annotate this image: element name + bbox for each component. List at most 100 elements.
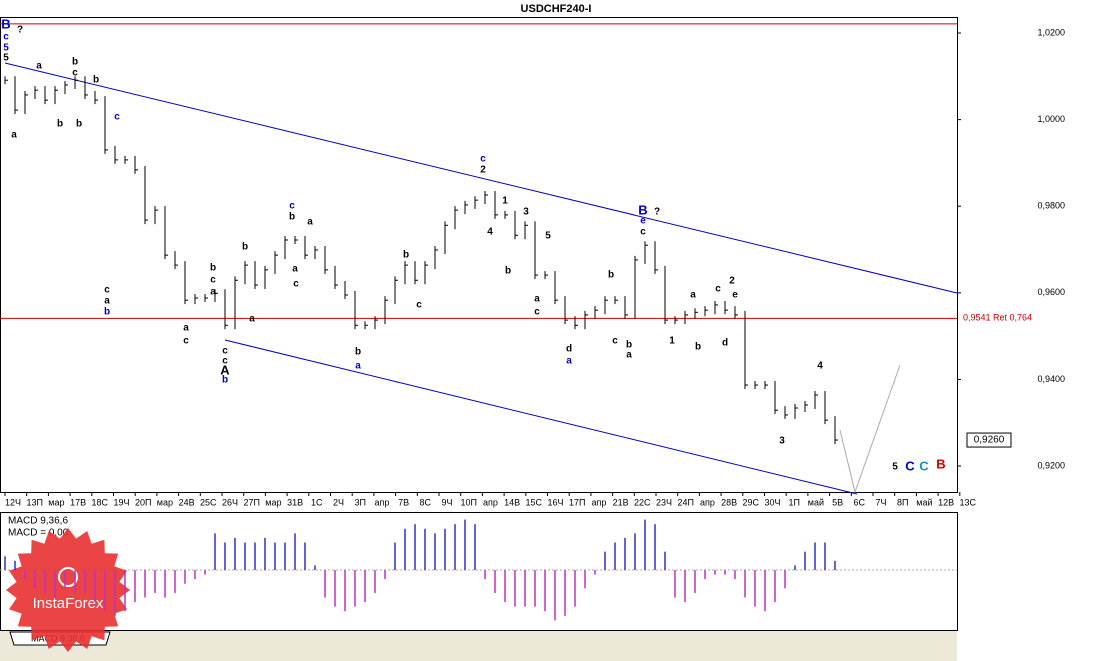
wave-label: 3 <box>779 436 785 447</box>
bar <box>364 321 368 330</box>
bar <box>74 76 78 89</box>
wave-label: B <box>936 456 945 471</box>
bar <box>394 276 398 305</box>
bar <box>234 276 238 330</box>
bar <box>14 76 18 115</box>
bar <box>224 289 228 330</box>
bar <box>184 261 188 305</box>
bar <box>464 200 468 215</box>
x-tick-label: 26Ч <box>222 497 238 507</box>
chart-title: USDCHF240-I <box>521 3 592 15</box>
bar <box>114 145 118 164</box>
wave-label: c <box>210 275 216 286</box>
bar <box>144 165 148 225</box>
bar <box>214 289 218 303</box>
wave-label: a <box>292 264 298 275</box>
wave-label: a <box>210 287 216 298</box>
wave-label: b <box>93 75 99 86</box>
x-tick-label: 20П <box>135 497 151 507</box>
wave-label: 5 <box>3 43 9 54</box>
macd-frame <box>0 512 958 631</box>
bar <box>404 261 408 285</box>
bar <box>784 406 788 419</box>
bar <box>284 235 288 260</box>
bar <box>634 255 638 319</box>
x-tick-label: 9Ч <box>441 497 452 507</box>
x-tick-label: 27П <box>243 497 259 507</box>
x-tick-label: 22С <box>634 497 651 507</box>
bar <box>424 261 428 285</box>
wave-label: B <box>1 16 10 31</box>
wave-label: a <box>11 130 17 141</box>
bar <box>814 391 818 409</box>
current-price-label: 0,9260 <box>974 435 1005 446</box>
wave-label: B <box>638 202 647 217</box>
bar <box>204 294 208 303</box>
y-tick-label: 0,9400 <box>1037 374 1065 384</box>
macd-title: MACD 9,36,6 <box>8 516 68 527</box>
x-tick-label: 21В <box>613 497 629 507</box>
bar <box>684 310 688 325</box>
logo-text: InstaForex <box>33 595 104 612</box>
bar <box>564 296 568 325</box>
bar <box>294 235 298 244</box>
x-tick-label: май <box>808 497 824 507</box>
wave-label: b <box>626 340 632 351</box>
wave-label: c <box>640 227 646 238</box>
wave-label: c <box>612 336 618 347</box>
bar <box>704 306 708 317</box>
wave-label: c <box>114 112 120 123</box>
bar <box>44 86 48 105</box>
x-tick-label: 18С <box>92 497 109 507</box>
bar <box>624 296 628 319</box>
projection <box>839 364 901 494</box>
wave-label: 4 <box>487 227 493 238</box>
x-tick-label: 25С <box>200 497 217 507</box>
wave-label: c <box>3 32 9 43</box>
wave-label: a <box>690 290 696 301</box>
bar <box>804 400 808 412</box>
bar <box>124 155 128 164</box>
wave-label: 5 <box>892 462 898 473</box>
x-tick-label: 31В <box>287 497 303 507</box>
x-tick-label: апр <box>700 497 715 507</box>
x-tick-label: 7Ч <box>875 497 886 507</box>
x-tick-label: 17П <box>569 497 585 507</box>
logo-icon <box>58 567 78 587</box>
x-tick-label: мар <box>265 497 281 507</box>
x-tick-label: 29С <box>743 497 760 507</box>
wave-label: a <box>307 217 313 228</box>
wave-label: c <box>534 307 540 318</box>
bar <box>744 310 748 390</box>
x-tick-label: 8П <box>897 497 908 507</box>
bar <box>84 76 88 99</box>
wave-label: b <box>104 307 110 318</box>
bar <box>604 296 608 315</box>
bar <box>434 245 438 270</box>
bar <box>354 290 358 330</box>
y-tick-label: 1,0200 <box>1037 27 1065 37</box>
bar <box>274 251 278 274</box>
wave-label: b <box>72 57 78 68</box>
x-tick-label: 5В <box>832 497 843 507</box>
plot-frame <box>0 17 958 493</box>
bar <box>694 308 698 319</box>
bar <box>414 261 418 285</box>
wave-label: ? <box>17 25 23 36</box>
bar <box>264 265 268 290</box>
bar <box>24 90 28 115</box>
bar <box>524 221 528 240</box>
x-tick-label: 28В <box>721 497 737 507</box>
x-tick-label: 2Ч <box>333 497 344 507</box>
bar <box>164 206 168 260</box>
bar <box>324 245 328 274</box>
x-tick-label: май <box>916 497 932 507</box>
wave-label: 2 <box>729 276 735 287</box>
x-tick-label: 30Ч <box>764 497 780 507</box>
wave-label: a <box>249 314 255 325</box>
bar <box>554 271 558 305</box>
wave-label: b <box>76 119 82 130</box>
wave-label: d <box>566 344 572 355</box>
wave-label: a <box>626 350 632 361</box>
